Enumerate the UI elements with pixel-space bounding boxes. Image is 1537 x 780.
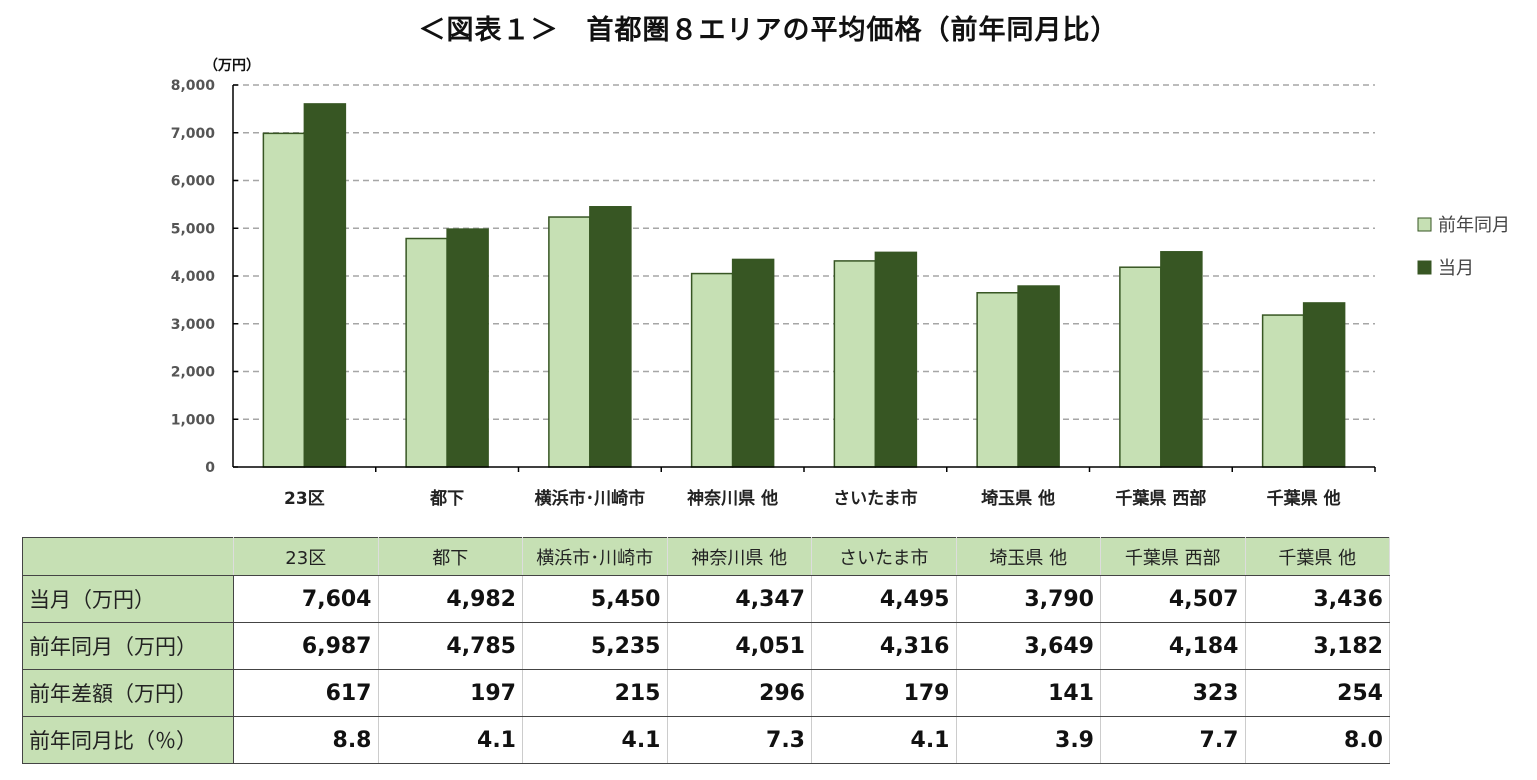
table-cell: 4,184 xyxy=(1100,622,1246,670)
bar-current xyxy=(1160,251,1203,468)
bar-prev-year xyxy=(262,132,306,468)
column-header: 横浜市･川崎市 xyxy=(522,537,668,576)
table-row: 当月（万円） 7,604 4,982 5,450 4,347 4,495 3,790 4,50… xyxy=(22,575,1390,623)
table-cell: 296 xyxy=(666,669,812,717)
y-tick-label: 6,000 xyxy=(171,174,216,190)
legend-swatch xyxy=(1417,260,1432,275)
table-cell: 3,649 xyxy=(955,622,1101,670)
row-label: 前年同月（万円） xyxy=(22,622,234,670)
column-header: 千葉県 他 xyxy=(1244,537,1390,576)
bar-chart: （万円） 0 1,000 2,000 3,000 4,000 5,000 6,000 7,000… xyxy=(171,58,1510,509)
column-header: 神奈川県 他 xyxy=(666,537,812,576)
table-cell: 4.1 xyxy=(811,716,957,764)
y-axis-unit-label: （万円） xyxy=(204,58,260,74)
table-cell: 7.7 xyxy=(1100,716,1246,764)
table-cell: 197 xyxy=(377,669,523,717)
y-tick-label: 8,000 xyxy=(171,78,216,94)
column-header: 埼玉県 他 xyxy=(955,537,1101,576)
bar-prev-year xyxy=(690,272,734,468)
column-header: 千葉県 西部 xyxy=(1100,537,1246,576)
x-tick-label: 千葉県 他 xyxy=(1267,488,1341,509)
table-cell: 4.1 xyxy=(377,716,523,764)
table-cell: 3,182 xyxy=(1244,622,1390,670)
table-cell: 4,347 xyxy=(666,575,812,623)
y-tick-label: 0 xyxy=(205,460,215,476)
table-header-row: 23区 都下 横浜市･川崎市 神奈川県 他さいたま市 埼玉県 他千葉県 西部 千葉県 他 xyxy=(22,537,1390,576)
bar-prev-year xyxy=(833,260,877,468)
table-row: 前年同月比（％） 8.8 4.1 4.1 7.3 4.1 3.9 7.7 8.0 xyxy=(22,716,1390,764)
y-tick-label: 5,000 xyxy=(171,221,216,237)
table-cell: 4,316 xyxy=(811,622,957,670)
bar-current xyxy=(1017,285,1060,468)
table-cell: 617 xyxy=(233,669,379,717)
column-header: 23区 xyxy=(233,537,379,576)
table-cell: 5,235 xyxy=(522,622,668,670)
bar-prev-year xyxy=(405,237,448,468)
table-cell: 179 xyxy=(811,669,957,717)
x-tick-label: 横浜市･川崎市 xyxy=(535,488,646,509)
data-table: 23区 都下 横浜市･川崎市 神奈川県 他さいたま市 埼玉県 他千葉県 西部 千葉県 他 … xyxy=(22,537,1390,764)
table-cell: 3,436 xyxy=(1244,575,1390,623)
bar-prev-year xyxy=(1119,266,1162,468)
x-tick-label: 埼玉県 他 xyxy=(981,488,1055,509)
table-cell: 8.8 xyxy=(233,716,379,764)
y-tick-label: 3,000 xyxy=(171,317,216,333)
table-cell: 4,785 xyxy=(377,622,523,670)
bar-current xyxy=(589,206,632,468)
table-cell: 3.9 xyxy=(955,716,1101,764)
column-header: さいたま市 xyxy=(811,537,957,576)
table-cell: 6,987 xyxy=(233,622,379,670)
x-tick-label: 神奈川県 他 xyxy=(687,488,778,509)
table-cell: 254 xyxy=(1244,669,1390,717)
x-tick-label: 都下 xyxy=(429,488,464,509)
y-tick-label: 1,000 xyxy=(171,412,216,428)
x-tick-label: 23区 xyxy=(284,489,325,509)
table-row: 前年差額（万円） 617 197 215 296 179 141 323 254 xyxy=(22,669,1390,717)
bar-current xyxy=(874,251,918,468)
table-cell: 4,507 xyxy=(1100,575,1246,623)
row-label: 当月（万円） xyxy=(22,575,234,623)
table-cell: 4.1 xyxy=(522,716,668,764)
table-cell: 3,790 xyxy=(955,575,1101,623)
table-corner xyxy=(22,537,234,576)
table-cell: 215 xyxy=(522,669,668,717)
table-cell: 4,982 xyxy=(377,575,523,623)
legend-swatch xyxy=(1417,217,1432,232)
table-cell: 4,051 xyxy=(666,622,812,670)
x-tick-label: さいたま市 xyxy=(833,488,918,509)
y-tick-label: 2,000 xyxy=(171,365,216,381)
table-cell: 7.3 xyxy=(666,716,812,764)
row-label: 前年差額（万円） xyxy=(22,669,234,717)
table-row: 前年同月（万円） 6,987 4,785 5,235 4,051 4,316 3,649 4,… xyxy=(22,622,1390,670)
table-cell: 323 xyxy=(1100,669,1246,717)
bar-current xyxy=(1302,302,1346,468)
bar-current xyxy=(446,228,489,468)
table-cell: 5,450 xyxy=(522,575,668,623)
chart-title: ＜図表１＞ 首都圏８エリアの平均価格（前年同月比） xyxy=(418,15,1119,46)
table-cell: 8.0 xyxy=(1244,716,1390,764)
table-cell: 7,604 xyxy=(233,575,379,623)
table-cell: 4,495 xyxy=(811,575,957,623)
bar-prev-year xyxy=(1261,314,1305,468)
bar-current xyxy=(303,103,347,468)
row-label: 前年同月比（％） xyxy=(22,716,234,764)
column-header: 都下 xyxy=(377,537,523,576)
y-tick-label: 7,000 xyxy=(171,126,216,142)
x-tick-label: 千葉県 西部 xyxy=(1115,488,1206,509)
y-tick-label: 4,000 xyxy=(171,269,216,285)
legend-label: 前年同月 xyxy=(1438,215,1510,236)
table-cell: 141 xyxy=(955,669,1101,717)
legend-label: 当月 xyxy=(1438,258,1474,279)
bar-current xyxy=(731,258,775,468)
bar-prev-year xyxy=(548,216,591,468)
bar-prev-year xyxy=(976,292,1019,468)
